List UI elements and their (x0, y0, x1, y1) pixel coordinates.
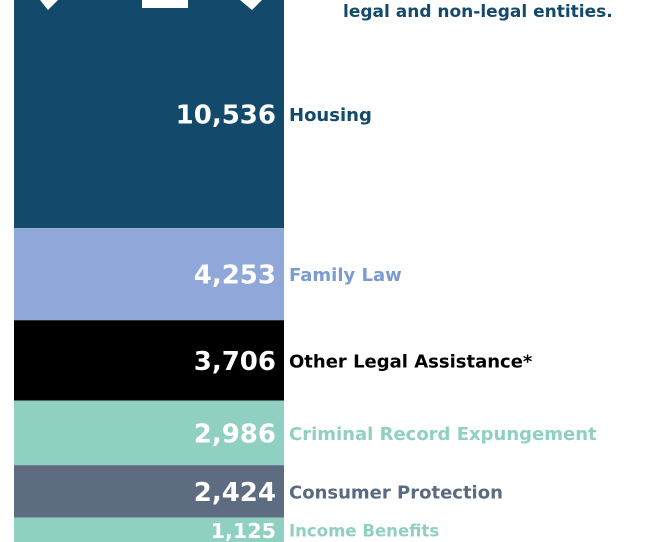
value-label: 3,706 (194, 347, 276, 377)
segment (14, 228, 284, 321)
category-label: Family Law (289, 265, 402, 286)
segment (14, 320, 284, 401)
category-label: Criminal Record Expungement (289, 424, 597, 445)
segment (14, 465, 284, 518)
segment (14, 517, 284, 542)
value-label: 10,536 (176, 101, 276, 131)
category-label: Housing (289, 105, 372, 126)
category-label: Other Legal Assistance* (289, 351, 533, 372)
value-label: 2,424 (194, 478, 276, 508)
segment (14, 0, 284, 229)
stack (14, 0, 284, 542)
category-label: Income Benefits (289, 521, 439, 540)
value-label: 4,253 (194, 261, 276, 291)
decoration (142, 0, 188, 8)
decoration (240, 0, 262, 10)
category-label: Consumer Protection (289, 482, 503, 503)
segment (14, 400, 284, 466)
subtitle: legal and non-legal entities. (343, 2, 613, 22)
value-label: 2,986 (194, 419, 276, 449)
top-decoration (40, 0, 262, 10)
decoration (40, 0, 58, 10)
value-label: 1,125 (211, 519, 276, 542)
